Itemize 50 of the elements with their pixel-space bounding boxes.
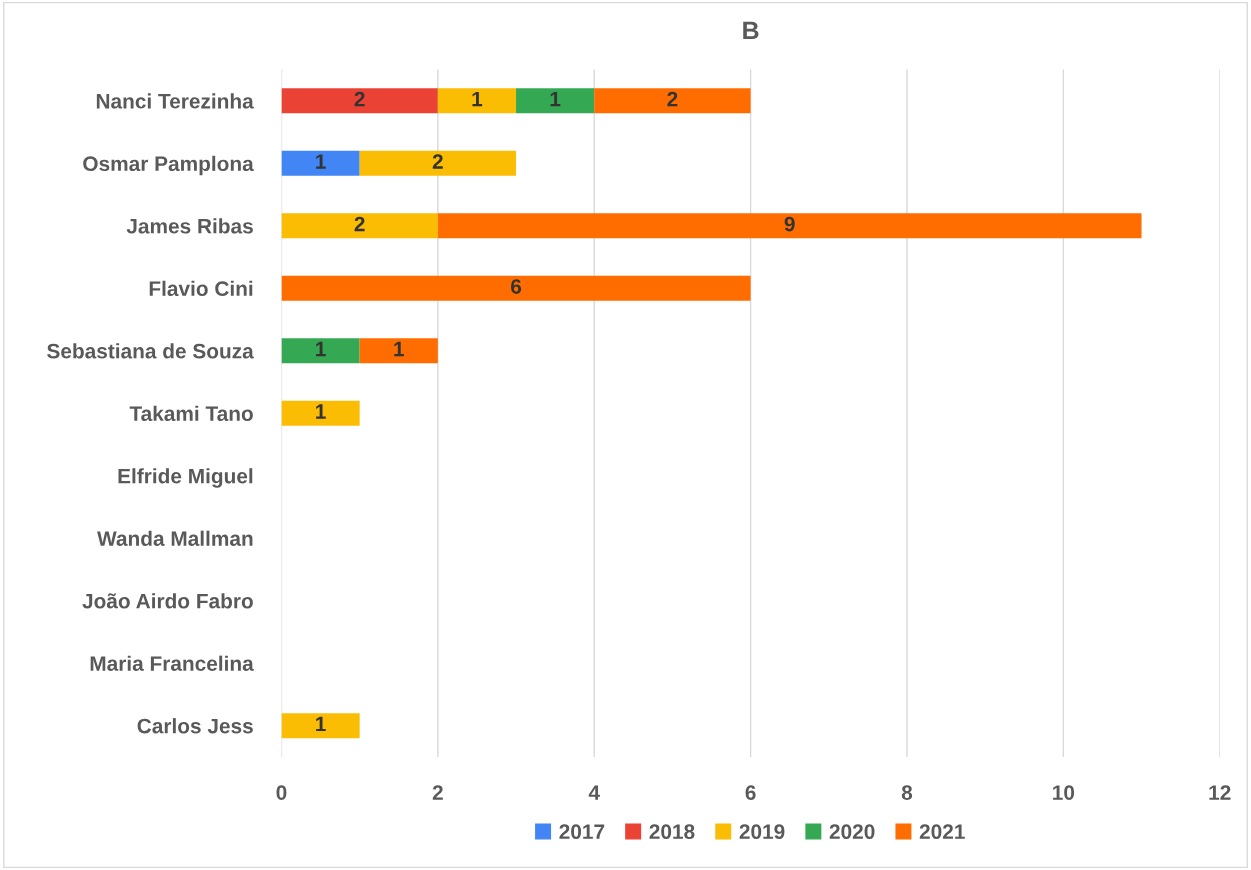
data-label: 9 bbox=[784, 216, 795, 232]
bar bbox=[281, 275, 751, 301]
data-label: 1 bbox=[316, 341, 326, 357]
x-tick-label: 8 bbox=[901, 785, 913, 800]
chart-title: B bbox=[743, 21, 759, 40]
y-tick-label: Flavio Cini bbox=[149, 280, 253, 297]
data-label: 6 bbox=[511, 279, 522, 294]
y-tick-label: Osmar Pamplona bbox=[83, 155, 254, 176]
data-label: 1 bbox=[316, 716, 326, 732]
legend-label: 2017 bbox=[559, 824, 605, 840]
data-label: 2 bbox=[432, 154, 443, 169]
y-tick-label: Wanda Mallman bbox=[97, 530, 253, 546]
y-tick-label: Maria Francelina bbox=[90, 655, 254, 671]
legend-label: 2018 bbox=[649, 824, 695, 840]
data-label: 1 bbox=[316, 404, 326, 419]
data-label: 1 bbox=[472, 91, 483, 107]
legend-label: 2019 bbox=[739, 824, 785, 840]
x-tick-label: 4 bbox=[588, 785, 600, 800]
bar bbox=[359, 150, 517, 176]
bar bbox=[594, 88, 751, 114]
x-tick-label: 12 bbox=[1209, 785, 1231, 800]
data-label: 1 bbox=[316, 154, 326, 169]
x-tick-label: 10 bbox=[1053, 785, 1075, 800]
x-tick-label: 0 bbox=[276, 785, 287, 800]
y-tick-label: Nanci Terezinha bbox=[96, 93, 254, 109]
bar bbox=[359, 338, 438, 364]
bar bbox=[281, 338, 360, 364]
x-tick-label: 2 bbox=[432, 785, 443, 800]
y-tick-label: Sebastiana de Souza bbox=[47, 343, 254, 359]
bar bbox=[281, 713, 360, 739]
data-label: 1 bbox=[550, 91, 561, 107]
y-tick-label: João Airdo Fabro bbox=[82, 593, 253, 609]
y-tick-label: Elfride Miguel bbox=[118, 468, 253, 488]
data-label: 2 bbox=[354, 91, 365, 107]
bar bbox=[516, 88, 595, 114]
data-label: 2 bbox=[354, 216, 365, 232]
legend-label: 2021 bbox=[919, 824, 965, 840]
bar bbox=[437, 213, 1142, 239]
x-tick-label: 6 bbox=[745, 785, 756, 800]
bar bbox=[281, 400, 360, 426]
data-label: 2 bbox=[667, 91, 678, 107]
legend-label: 2020 bbox=[829, 824, 875, 840]
bar bbox=[281, 88, 438, 114]
y-tick-label: James Ribas bbox=[126, 218, 253, 234]
bar bbox=[281, 213, 438, 239]
bar bbox=[281, 150, 360, 176]
y-tick-label: Takami Tano bbox=[129, 405, 253, 421]
y-tick-label: Carlos Jess bbox=[137, 718, 253, 734]
bar bbox=[437, 88, 517, 114]
data-label: 1 bbox=[394, 341, 404, 357]
